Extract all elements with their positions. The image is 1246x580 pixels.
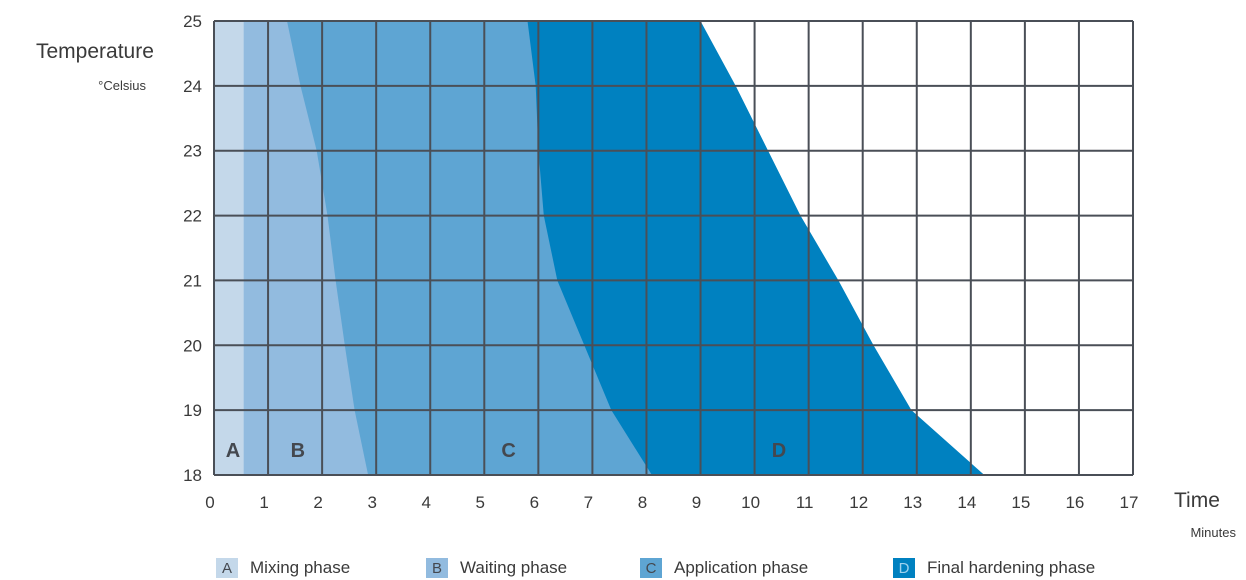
- x-tick-label: 9: [692, 493, 701, 512]
- x-tick-label: 3: [367, 493, 376, 512]
- y-tick-label: 22: [183, 207, 202, 226]
- x-tick-label: 17: [1120, 493, 1139, 512]
- x-tick-label: 5: [476, 493, 485, 512]
- x-tick-label: 14: [957, 493, 976, 512]
- x-axis-unit: Minutes: [1190, 525, 1236, 540]
- legend-item-waiting: B Waiting phase: [426, 558, 567, 578]
- x-tick-label: 6: [530, 493, 539, 512]
- legend-swatch-c: C: [640, 558, 662, 578]
- region-labels: A B C D: [226, 440, 786, 462]
- region-label-d: D: [772, 440, 786, 462]
- region-label-a: A: [226, 440, 240, 462]
- legend: A Mixing phase B Waiting phase C Applica…: [0, 558, 1246, 580]
- region-label-b: B: [291, 440, 305, 462]
- x-tick-label: 11: [796, 493, 814, 512]
- y-tick-label: 23: [183, 142, 202, 161]
- y-tick-label: 24: [183, 77, 202, 96]
- y-tick-label: 20: [183, 336, 202, 355]
- legend-label-application: Application phase: [674, 558, 809, 577]
- x-tick-label: 13: [903, 493, 922, 512]
- legend-item-application: C Application phase: [640, 558, 808, 578]
- x-tick-label: 12: [849, 493, 868, 512]
- legend-label-mixing: Mixing phase: [250, 558, 351, 577]
- legend-swatch-d: D: [893, 558, 915, 578]
- x-tick-label: 8: [638, 493, 647, 512]
- x-tick-label: 15: [1011, 493, 1030, 512]
- grid: [213, 20, 1134, 476]
- x-tick-label: 2: [313, 493, 322, 512]
- region-mixing-phase: [214, 21, 244, 475]
- x-tick-label: 16: [1065, 493, 1084, 512]
- x-tick-label: 10: [741, 493, 760, 512]
- legend-swatch-b: B: [426, 558, 448, 578]
- region-label-c: C: [501, 440, 515, 462]
- legend-label-final-hardening: Final hardening phase: [927, 558, 1096, 577]
- region-waiting-phase: [214, 21, 369, 475]
- x-tick-label: 4: [422, 493, 431, 512]
- legend-item-mixing: A Mixing phase: [216, 558, 350, 578]
- y-tick-label: 25: [183, 12, 202, 31]
- y-axis-ticks: 18 19 20 21 22 23 24 25: [183, 12, 202, 485]
- x-tick-label: 1: [259, 493, 268, 512]
- legend-label-waiting: Waiting phase: [460, 558, 568, 577]
- x-tick-label: 0: [205, 493, 214, 512]
- legend-swatch-a: A: [216, 558, 238, 578]
- x-axis-ticks: 0 1 2 3 4 5 6 7 8 9 10 11 12 13 14 15 16 17: [205, 493, 1138, 512]
- legend-item-final-hardening: D Final hardening phase: [893, 558, 1095, 578]
- y-axis-unit: °Celsius: [98, 78, 146, 93]
- y-tick-label: 18: [183, 466, 202, 485]
- y-tick-label: 19: [183, 401, 202, 420]
- x-axis-label: Time: [1174, 489, 1220, 512]
- y-axis-label: Temperature: [36, 40, 154, 63]
- x-tick-label: 7: [584, 493, 593, 512]
- y-tick-label: 21: [183, 271, 202, 290]
- phase-regions: [214, 21, 985, 475]
